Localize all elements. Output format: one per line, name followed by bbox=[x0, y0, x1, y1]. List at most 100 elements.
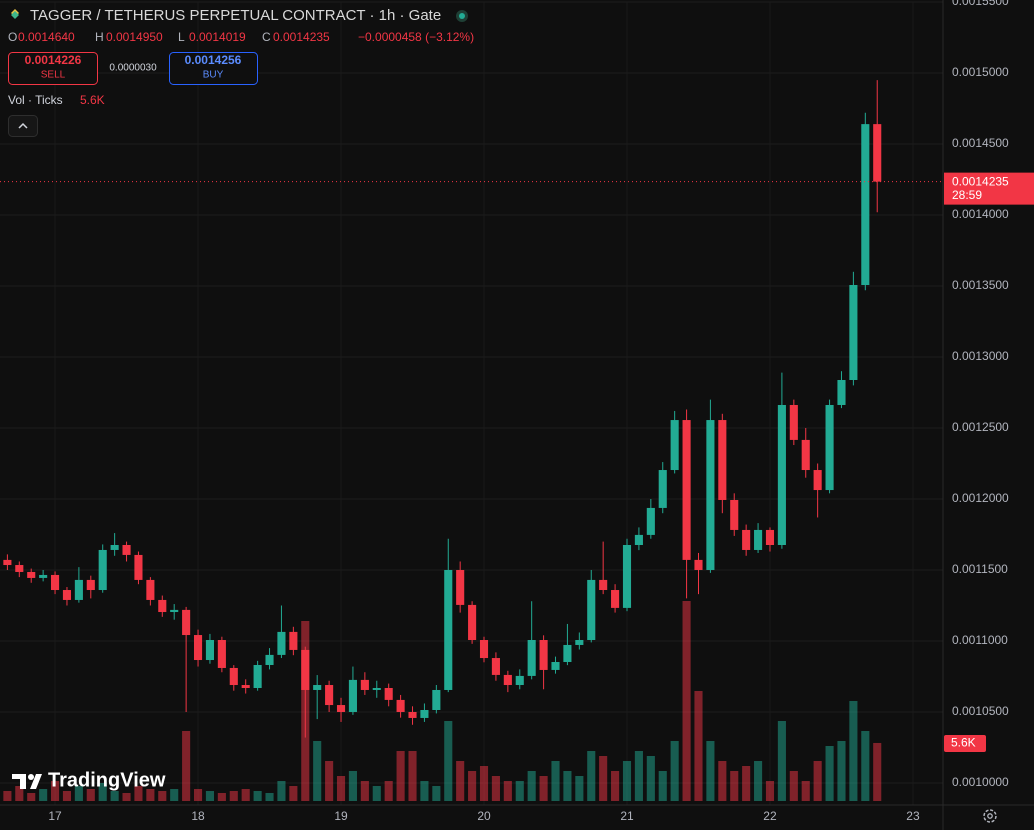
candle-body bbox=[575, 639, 584, 645]
candle-body bbox=[325, 685, 334, 706]
buy-button[interactable]: 0.0014256 BUY bbox=[169, 52, 258, 85]
x-tick-label: 21 bbox=[620, 809, 634, 823]
candle-body bbox=[277, 631, 286, 655]
y-tick-label: 0.0014500 bbox=[952, 136, 1009, 150]
candle-body bbox=[193, 635, 203, 661]
candle-body bbox=[456, 569, 465, 605]
candle-body bbox=[348, 679, 357, 712]
settings-button[interactable] bbox=[983, 809, 997, 823]
x-tick-label: 20 bbox=[477, 809, 491, 823]
volume-bar bbox=[217, 793, 226, 801]
candle-body bbox=[634, 534, 643, 546]
candle-body bbox=[873, 124, 882, 182]
candle-body bbox=[170, 609, 179, 613]
volume-bar bbox=[491, 775, 500, 801]
candle-body bbox=[432, 689, 441, 711]
candle-body bbox=[515, 675, 524, 686]
candle-body bbox=[670, 420, 679, 471]
candle-body bbox=[396, 699, 405, 712]
candle-body bbox=[86, 579, 95, 591]
y-tick-label: 0.0015500 bbox=[952, 0, 1009, 8]
volume-bar bbox=[193, 789, 203, 801]
y-tick-label: 0.0012500 bbox=[952, 420, 1009, 434]
candle-body bbox=[39, 574, 48, 578]
x-tick-label: 23 bbox=[906, 809, 920, 823]
volume-bar bbox=[170, 789, 179, 801]
y-tick-label: 0.0010500 bbox=[952, 704, 1009, 718]
ohlc-value: 0.0014019 bbox=[189, 30, 246, 44]
candle-body bbox=[694, 559, 703, 570]
candle-body bbox=[658, 470, 667, 508]
candle-body bbox=[611, 590, 620, 608]
ohlc-key: C bbox=[262, 30, 271, 44]
volume-bar bbox=[539, 775, 548, 801]
volume-bar bbox=[432, 785, 441, 801]
volume-bar bbox=[265, 793, 274, 801]
watermark-logo bbox=[12, 774, 42, 789]
x-tick-label: 17 bbox=[48, 809, 62, 823]
volume-bar bbox=[122, 793, 131, 801]
volume-bar bbox=[39, 789, 48, 801]
volume-bar bbox=[372, 785, 381, 801]
volume-bar bbox=[634, 751, 643, 801]
volume-bar bbox=[706, 741, 715, 801]
candle-body bbox=[539, 639, 548, 670]
ohlc-value: 0.0014640 bbox=[18, 30, 75, 44]
volume-bar bbox=[658, 771, 667, 801]
ohlc-key: O bbox=[8, 30, 17, 44]
candle-body bbox=[51, 574, 60, 591]
volume-bar bbox=[777, 721, 786, 801]
sell-label[interactable]: SELL bbox=[41, 70, 66, 81]
ohlc-value: 0.0014950 bbox=[106, 30, 163, 44]
candle-body bbox=[420, 710, 429, 718]
last-price-box bbox=[944, 172, 1034, 205]
volume-bar bbox=[718, 761, 727, 801]
candle-body bbox=[599, 579, 608, 591]
candle-body bbox=[265, 654, 274, 665]
candle-body bbox=[777, 404, 786, 546]
y-tick-label: 0.0011000 bbox=[952, 633, 1008, 647]
volume-bar bbox=[86, 789, 95, 801]
sell-price[interactable]: 0.0014226 bbox=[25, 53, 82, 67]
watermark: TradingView bbox=[48, 769, 166, 791]
volume-bar bbox=[408, 751, 417, 801]
volume-bar bbox=[563, 771, 572, 801]
candle-body bbox=[3, 559, 12, 566]
volume-bar bbox=[444, 721, 453, 801]
volume-bar bbox=[599, 755, 608, 801]
chart-title: TAGGER / TETHERUS PERPETUAL CONTRACT · 1… bbox=[30, 7, 441, 24]
candle-body bbox=[384, 687, 393, 700]
volume-bar bbox=[765, 781, 775, 801]
volume-bar bbox=[515, 781, 524, 801]
ohlc-key: L bbox=[178, 30, 185, 44]
collapse-button[interactable] bbox=[8, 115, 38, 137]
volume-bar bbox=[74, 785, 83, 801]
candle-body bbox=[491, 658, 500, 675]
candle-body bbox=[682, 420, 691, 560]
volume-bar bbox=[182, 731, 191, 801]
buy-price[interactable]: 0.0014256 bbox=[185, 53, 242, 67]
volume-bar bbox=[384, 781, 393, 801]
buy-label[interactable]: BUY bbox=[203, 70, 224, 81]
candle-body bbox=[718, 420, 727, 500]
spread: 0.0000030 bbox=[109, 63, 157, 74]
volume-bar bbox=[98, 783, 107, 801]
candle-body bbox=[587, 579, 596, 640]
candle-body bbox=[229, 667, 238, 686]
candle-body bbox=[62, 590, 72, 600]
volume-bar bbox=[456, 761, 465, 801]
sell-button[interactable]: 0.0014226 SELL bbox=[8, 52, 98, 85]
volume-bar bbox=[730, 771, 739, 801]
ohlc-key: H bbox=[95, 30, 104, 44]
candle-body bbox=[730, 499, 739, 530]
volume-legend: Vol · Ticks bbox=[8, 93, 63, 107]
candle-body bbox=[253, 664, 262, 688]
volume-legend-value: 5.6K bbox=[80, 93, 105, 107]
x-tick-label: 18 bbox=[191, 809, 205, 823]
volume-bar bbox=[825, 745, 834, 801]
candle-body bbox=[301, 649, 310, 690]
candle-body bbox=[122, 545, 131, 555]
candle-body bbox=[622, 545, 632, 608]
